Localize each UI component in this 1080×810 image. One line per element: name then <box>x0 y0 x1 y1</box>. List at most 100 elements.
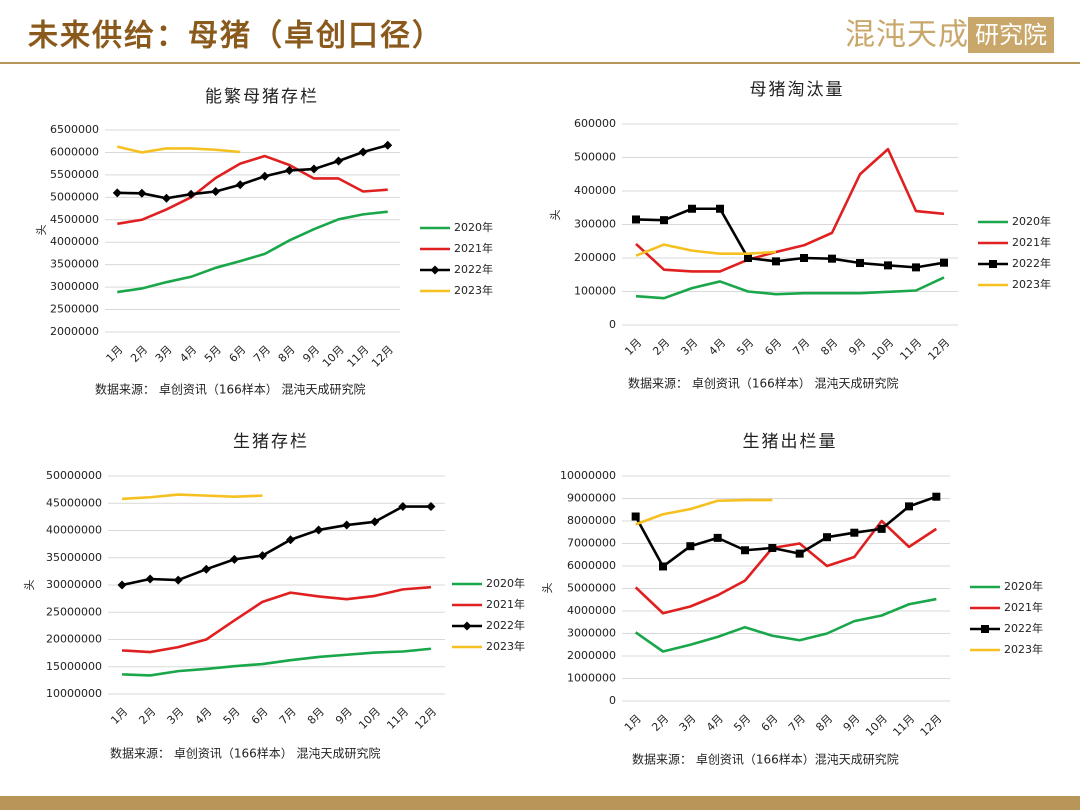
legend-label: 2023年 <box>1004 642 1043 656</box>
y-tick-label: 3500000 <box>50 258 99 271</box>
y-tick-label: 400000 <box>574 184 616 197</box>
y-tick-label: 2500000 <box>50 303 99 316</box>
y-tick-label: 6000000 <box>567 559 616 572</box>
series-marker <box>426 502 436 512</box>
series-line <box>121 505 431 587</box>
series-line <box>635 498 773 526</box>
y-tick-label: 15000000 <box>46 660 102 673</box>
series-marker <box>137 188 147 198</box>
series-marker <box>211 186 221 196</box>
legend-label: 2023年 <box>486 639 525 653</box>
legend-label: 2020年 <box>486 576 525 590</box>
series-marker <box>186 189 196 199</box>
y-tick-label: 2000000 <box>50 325 99 338</box>
y-tick-label: 45000000 <box>46 496 102 509</box>
series-marker <box>884 261 892 270</box>
series-marker <box>713 533 722 542</box>
legend-label: 2020年 <box>1012 214 1051 228</box>
legend-label: 2021年 <box>1012 235 1051 249</box>
y-tick-label: 8000000 <box>567 514 616 527</box>
series-marker <box>235 180 245 190</box>
series-line <box>117 154 388 226</box>
series-marker <box>309 164 319 174</box>
y-tick-label: 4500000 <box>50 213 99 226</box>
series-marker <box>823 533 831 542</box>
source-note: 数据来源： 卓创资讯（166样本） 混沌天成研究院 <box>628 376 899 391</box>
series-line <box>117 144 389 200</box>
series-marker <box>632 215 640 224</box>
logo-sub: 研究院 <box>975 21 1047 49</box>
series-marker <box>772 257 780 266</box>
y-tick-label: 6500000 <box>50 123 99 136</box>
chart-title: 生猪出栏量 <box>743 432 838 452</box>
chart-title: 母猪淘汰量 <box>750 80 845 100</box>
y-tick-label: 5000000 <box>567 582 616 595</box>
series-marker <box>912 263 920 272</box>
series-line <box>635 276 945 300</box>
y-tick-label: 200000 <box>574 251 616 264</box>
legend-label: 2022年 <box>1004 621 1043 635</box>
y-tick-label: 9000000 <box>567 492 616 505</box>
y-tick-label: 0 <box>609 694 616 707</box>
y-axis-label: 头 <box>35 225 48 236</box>
y-tick-label: 1000000 <box>567 672 616 685</box>
series-marker <box>334 156 344 166</box>
y-axis-label: 头 <box>541 583 554 594</box>
series-marker <box>314 525 324 535</box>
legend-marker <box>981 625 989 633</box>
series-marker <box>286 535 296 545</box>
slide-title: 未来供给：母猪（卓创口径） <box>28 19 444 54</box>
legend-label: 2023年 <box>454 283 493 297</box>
y-tick-label: 40000000 <box>46 524 102 537</box>
series-marker <box>940 258 948 267</box>
series-marker <box>856 259 864 268</box>
series-marker <box>905 502 913 511</box>
footer-bar <box>0 796 1080 810</box>
source-note: 数据来源： 卓创资讯（166样本） 混沌天成研究院 <box>110 746 381 761</box>
y-tick-label: 4000000 <box>567 604 616 617</box>
y-tick-label: 7000000 <box>567 537 616 550</box>
y-tick-label: 5500000 <box>50 168 99 181</box>
series-line <box>635 243 777 257</box>
y-tick-label: 50000000 <box>46 469 102 482</box>
legend-label: 2021年 <box>1004 600 1043 614</box>
series-marker <box>741 546 749 555</box>
series-marker <box>768 544 777 552</box>
y-tick-label: 3000000 <box>567 627 616 640</box>
series-marker <box>260 171 270 181</box>
series-marker <box>716 204 724 213</box>
source-note: 数据来源： 卓创资讯（166样本）混沌天成研究院 <box>632 752 899 767</box>
chart-title: 能繁母猪存栏 <box>205 87 319 107</box>
y-axis-label: 头 <box>23 580 36 591</box>
y-tick-label: 3000000 <box>50 280 99 293</box>
series-marker <box>342 520 352 530</box>
legend-label: 2021年 <box>454 241 493 255</box>
y-tick-label: 35000000 <box>46 551 102 564</box>
series-marker <box>688 204 696 213</box>
series-marker <box>173 575 183 585</box>
series-marker <box>795 549 804 558</box>
series-line <box>117 210 388 294</box>
y-tick-label: 6000000 <box>50 145 99 158</box>
series-marker <box>631 512 640 521</box>
y-tick-label: 500000 <box>574 151 616 164</box>
series-marker <box>370 517 380 527</box>
series-marker <box>257 551 267 561</box>
series-line <box>635 207 945 269</box>
series-marker <box>383 140 393 150</box>
series-marker <box>686 542 695 551</box>
series-marker <box>229 554 239 564</box>
y-tick-label: 600000 <box>574 117 616 130</box>
series-marker <box>660 216 668 225</box>
legend-label: 2020年 <box>1004 579 1043 593</box>
series-marker <box>932 492 941 501</box>
y-tick-label: 300000 <box>574 218 616 231</box>
chart-title: 生猪存栏 <box>233 432 309 452</box>
series-marker <box>850 528 859 537</box>
series-marker <box>800 254 808 262</box>
legend-label: 2020年 <box>454 220 493 234</box>
y-tick-label: 5000000 <box>50 190 99 203</box>
source-note: 数据来源： 卓创资讯（166样本） 混沌天成研究院 <box>95 382 366 397</box>
legend-label: 2022年 <box>486 618 525 632</box>
logo: 混沌天成 <box>845 18 969 53</box>
